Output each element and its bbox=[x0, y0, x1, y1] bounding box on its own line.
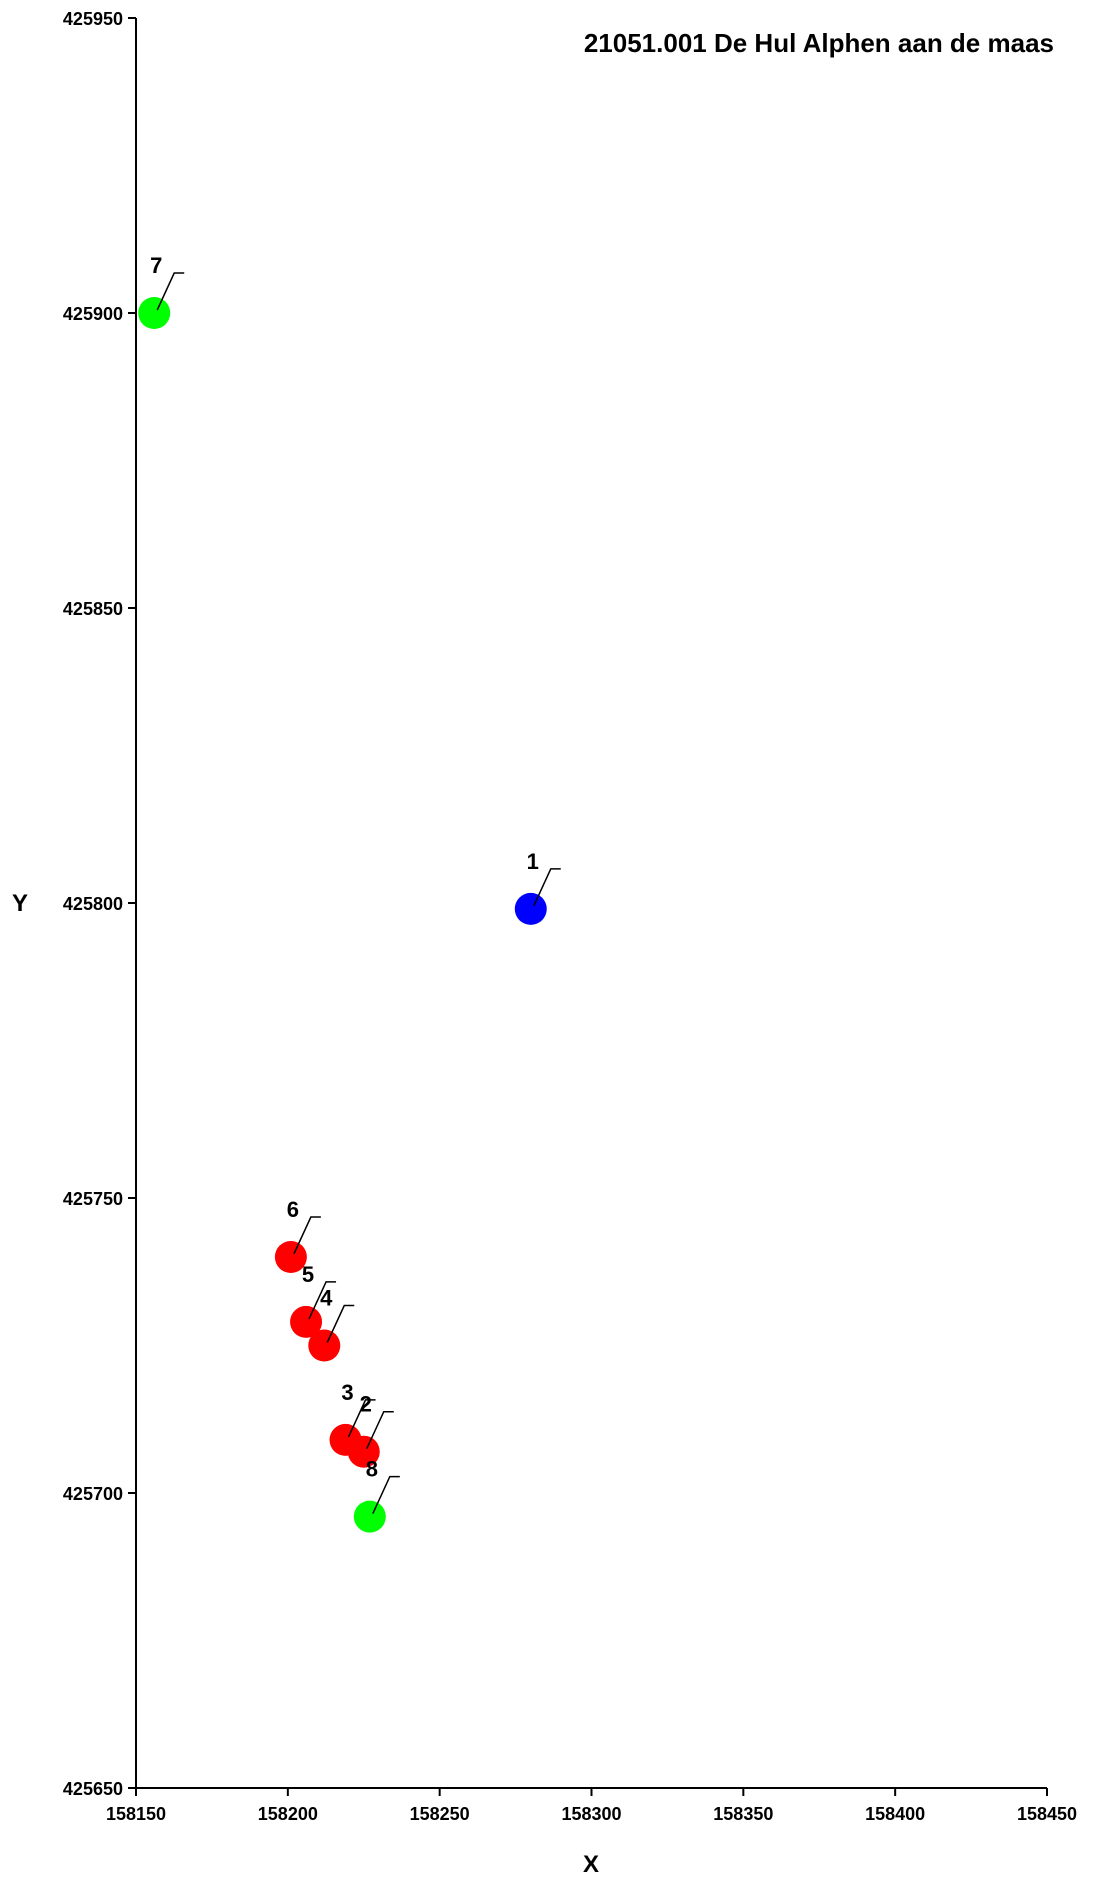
point-leader-line bbox=[308, 1281, 337, 1320]
y-tick-label: 425950 bbox=[63, 9, 123, 29]
point-marker bbox=[329, 1423, 362, 1456]
point-label: 2 bbox=[360, 1392, 372, 1417]
data-point-5: 5 bbox=[290, 1262, 337, 1338]
data-point-6: 6 bbox=[274, 1197, 321, 1273]
chart-title: 21051.001 De Hul Alphen aan de maas bbox=[584, 28, 1054, 58]
point-marker bbox=[514, 892, 547, 925]
data-point-1: 1 bbox=[514, 849, 561, 925]
point-marker bbox=[274, 1241, 307, 1273]
point-label: 1 bbox=[527, 849, 539, 874]
y-tick-label: 425800 bbox=[63, 894, 123, 914]
x-tick-label: 158400 bbox=[865, 1804, 925, 1824]
point-label: 8 bbox=[366, 1457, 378, 1482]
x-axis-ticks: 158150 158200 158250 158300 158350 158400 1584… bbox=[106, 1788, 1077, 1824]
point-leader-line bbox=[533, 868, 561, 907]
point-leader-line bbox=[156, 272, 185, 311]
point-label: 4 bbox=[320, 1286, 333, 1311]
data-point-8: 8 bbox=[353, 1457, 400, 1533]
x-tick-label: 158150 bbox=[106, 1804, 166, 1824]
point-marker bbox=[290, 1305, 323, 1338]
point-leader-line bbox=[347, 1399, 376, 1438]
y-axis-ticks: 425650 425700 425750 425800 425850 425900 4259… bbox=[63, 9, 136, 1799]
y-tick-label: 425650 bbox=[63, 1779, 123, 1799]
x-tick-label: 158250 bbox=[410, 1804, 470, 1824]
point-marker bbox=[138, 297, 171, 329]
point-leader-line bbox=[326, 1304, 355, 1343]
point-label: 6 bbox=[287, 1197, 299, 1222]
point-label: 7 bbox=[150, 253, 162, 278]
data-point-3: 3 bbox=[329, 1380, 376, 1456]
y-tick-label: 425850 bbox=[63, 599, 123, 619]
data-point-4: 4 bbox=[308, 1286, 355, 1362]
point-label: 5 bbox=[302, 1262, 314, 1287]
x-tick-label: 158450 bbox=[1017, 1804, 1077, 1824]
x-axis-title: X bbox=[583, 1851, 599, 1878]
point-leader-line bbox=[372, 1475, 400, 1514]
point-marker bbox=[353, 1500, 386, 1533]
y-axis-title: Y bbox=[12, 890, 28, 917]
x-tick-label: 158300 bbox=[561, 1804, 621, 1824]
y-tick-label: 425750 bbox=[63, 1189, 123, 1209]
x-tick-label: 158200 bbox=[258, 1804, 318, 1824]
point-leader-line bbox=[293, 1216, 321, 1255]
point-marker bbox=[308, 1329, 341, 1362]
point-label: 3 bbox=[341, 1380, 353, 1405]
y-tick-label: 425700 bbox=[63, 1484, 123, 1504]
point-leader-line bbox=[366, 1410, 394, 1450]
data-point-7: 7 bbox=[138, 253, 185, 329]
x-tick-label: 158350 bbox=[713, 1804, 773, 1824]
y-tick-label: 425900 bbox=[63, 304, 123, 324]
